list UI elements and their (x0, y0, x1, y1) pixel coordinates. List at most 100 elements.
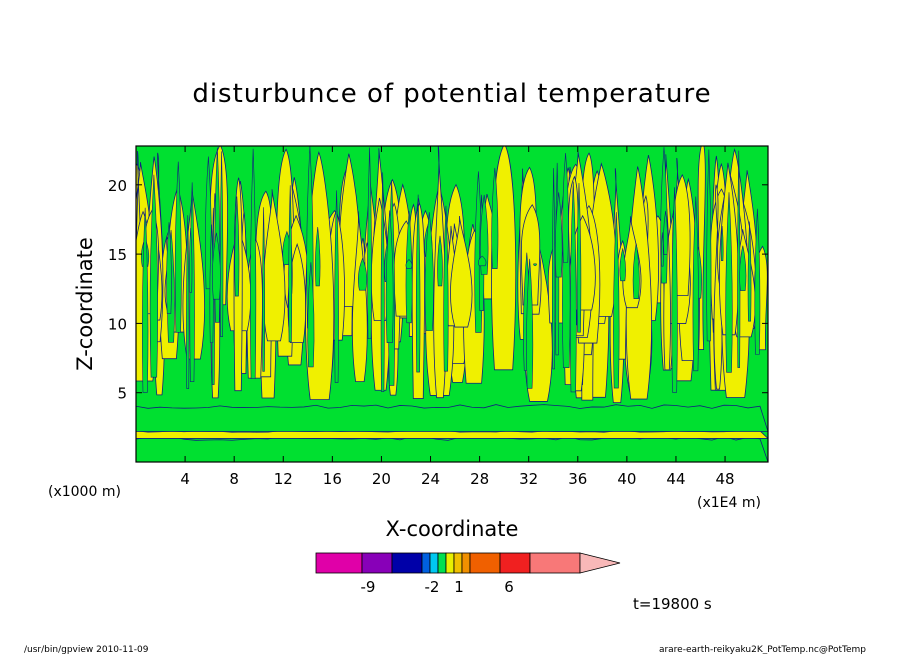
field-streak (706, 149, 712, 342)
field-streak (613, 212, 620, 389)
colorbar-segment (461, 552, 471, 574)
plot-frame (135, 145, 769, 463)
y-unit-label: (x1000 m) (48, 484, 121, 500)
field-streak (747, 221, 752, 322)
colorbar-tick-label: -2 (425, 578, 440, 596)
chart-title: disturbunce of potential temperature (192, 79, 711, 109)
field-streak (209, 224, 214, 343)
field-streak (262, 207, 265, 372)
field-streak (307, 262, 315, 368)
field-plumes (136, 146, 768, 404)
field-band-yellow (136, 430, 768, 439)
colorbar-segment (429, 552, 439, 574)
field-streak (315, 227, 321, 287)
x-tick-label: 36 (568, 470, 587, 488)
x-tick-label: 28 (470, 470, 489, 488)
x-tick-label: 12 (274, 470, 293, 488)
field-streak (166, 222, 172, 314)
field-streak (569, 181, 577, 393)
field-streak (188, 227, 193, 293)
field-streak (671, 187, 678, 393)
field-streak (725, 192, 733, 373)
field-streak (551, 168, 556, 370)
x-tick-label: 8 (229, 470, 239, 488)
field-streak (491, 167, 499, 270)
y-axis: 5 10 15 20 (108, 177, 768, 403)
field-streak (737, 150, 741, 368)
field-streak (437, 235, 443, 287)
colorbar-ticks: -9 -2 1 6 (361, 578, 514, 596)
plot-area (136, 146, 768, 462)
time-label: t=19800 s (633, 595, 712, 613)
y-tick-label: 10 (108, 315, 127, 333)
x-axis: 4 8 12 16 20 24 28 32 36 40 44 48 (180, 146, 735, 488)
field-streak (562, 153, 569, 263)
colorbar-segment (391, 552, 423, 574)
field-streak (288, 185, 293, 343)
colorbar-segment (361, 552, 393, 574)
field-streak (720, 226, 724, 261)
field-streak (632, 243, 640, 299)
field-streak (554, 192, 563, 278)
field-streak (443, 205, 449, 372)
colorbar-segment (421, 552, 431, 574)
colorbar-segment (315, 552, 363, 574)
field-streak (405, 259, 413, 269)
colorbar-extend-max (579, 552, 621, 574)
field-streak (174, 161, 182, 333)
field-streak (250, 148, 257, 380)
field-streak (533, 263, 537, 267)
field-streak (619, 247, 626, 282)
field-streak (380, 172, 385, 393)
x-tick-label: 32 (519, 470, 538, 488)
field-streak (385, 210, 394, 343)
x-tick-label: 16 (323, 470, 342, 488)
colorbar-tick-label: 1 (454, 578, 464, 596)
x-tick-label: 44 (666, 470, 685, 488)
field-streak (576, 183, 582, 333)
field-streak (234, 196, 240, 297)
field-plume (352, 211, 368, 382)
field-streak (424, 212, 434, 331)
colorbar-segment (499, 552, 531, 574)
x-unit-label: (x1E4 m) (697, 495, 761, 511)
x-tick-label: 4 (180, 470, 190, 488)
colorbar-segment (529, 552, 581, 574)
y-tick-label: 5 (117, 385, 127, 403)
x-tick-label: 24 (421, 470, 440, 488)
field-streak (663, 210, 668, 255)
field-streak (358, 257, 368, 291)
colorbar-tick-label: 6 (504, 578, 514, 596)
field-bands (136, 404, 768, 462)
colorbar-segment (453, 552, 463, 574)
field-streak (415, 194, 421, 373)
y-axis-label: Z-coordinate (73, 237, 97, 371)
footer-right: arare-earth-reikyaku2K_PotTemp.nc@PotTem… (659, 645, 866, 654)
field-streak (739, 245, 747, 291)
colorbar-tick-label: -9 (361, 578, 376, 596)
field-streak (526, 258, 534, 389)
field-band-green (136, 436, 768, 462)
colorbar-segment (469, 552, 501, 574)
field-streak (478, 255, 487, 267)
x-tick-label: 48 (716, 470, 735, 488)
field-streak (334, 190, 339, 383)
x-tick-label: 40 (617, 470, 636, 488)
field-streak (186, 215, 190, 389)
x-axis-label: X-coordinate (386, 517, 519, 541)
field-plume (491, 146, 517, 371)
y-tick-label: 15 (108, 246, 127, 264)
field-streak (754, 208, 761, 355)
field-streak (367, 147, 372, 340)
colorbar-segment (437, 552, 447, 574)
x-tick-label: 20 (372, 470, 391, 488)
field-streak (692, 196, 699, 372)
footer-left: /usr/bin/gpview 2010-11-09 (24, 645, 149, 654)
field-streak (212, 232, 221, 300)
field-streak (141, 207, 149, 393)
field-plume (450, 215, 473, 328)
colorbar (315, 552, 621, 574)
field-band-green (136, 404, 768, 432)
field-streak (479, 194, 489, 275)
